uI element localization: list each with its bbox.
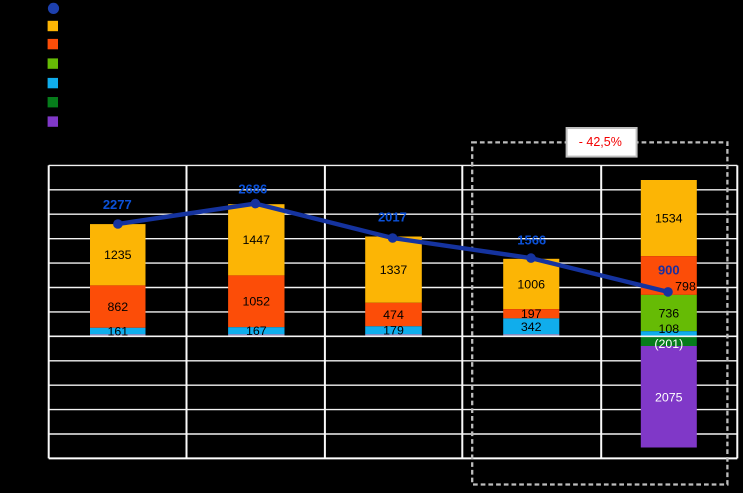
svg-text:1566: 1566 [517,233,546,248]
svg-text:2017: 2017 [378,209,407,224]
svg-text:2277: 2277 [103,197,132,212]
svg-text:2686: 2686 [238,182,267,197]
svg-text:1447: 1447 [243,233,271,247]
svg-text:474: 474 [383,308,404,322]
svg-text:167: 167 [246,324,267,338]
svg-text:179: 179 [383,324,404,338]
svg-text:798: 798 [675,279,696,293]
svg-text:1337: 1337 [380,263,408,277]
svg-text:862: 862 [107,300,128,314]
svg-text:900: 900 [658,263,680,278]
svg-text:736: 736 [658,307,679,321]
svg-text:1006: 1006 [517,277,545,291]
svg-text:197: 197 [521,307,542,321]
svg-text:1534: 1534 [655,212,683,226]
svg-text:1235: 1235 [104,248,132,262]
svg-text:108: 108 [658,322,679,336]
svg-text:161: 161 [107,324,128,338]
svg-text:- 42,5%: - 42,5% [579,135,622,149]
svg-text:2075: 2075 [655,390,683,404]
svg-text:1052: 1052 [243,295,271,309]
svg-text:(201): (201) [654,337,683,351]
svg-text:342: 342 [521,320,542,334]
